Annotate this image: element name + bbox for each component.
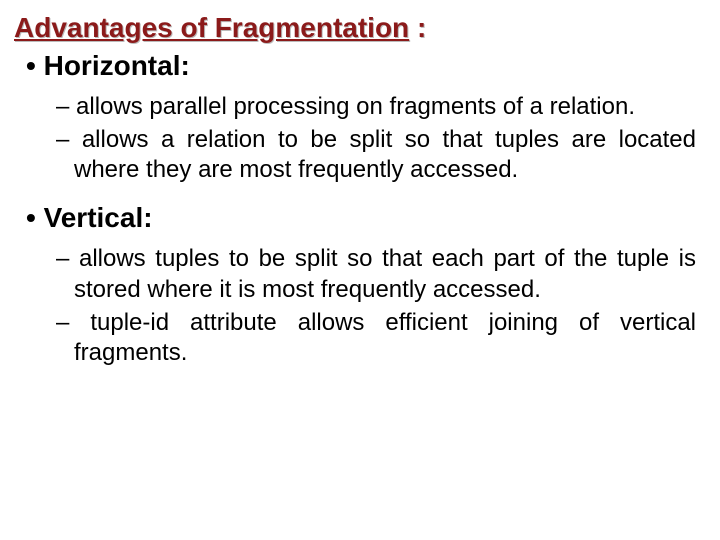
list-item-text: allows a relation to be split so that tu… [74, 126, 696, 184]
list-item: – allows tuples to be split so that each… [56, 244, 696, 305]
section-heading-text: Horizontal: [44, 50, 190, 81]
list-item-text: allows tuples to be split so that each p… [74, 245, 696, 303]
list-item: – allows parallel processing on fragment… [56, 92, 696, 123]
section-heading-horizontal: • Horizontal: [26, 50, 700, 82]
bullet-dot: • [26, 50, 36, 82]
slide-title: Advantages of Fragmentation [14, 12, 409, 43]
section-heading-vertical: • Vertical: [26, 202, 700, 234]
slide-title-line: Advantages of Fragmentation : [14, 12, 700, 44]
dash-icon: – [56, 93, 69, 120]
list-item-text: tuple-id attribute allows efficient join… [74, 309, 696, 367]
bullet-dot: • [26, 202, 36, 234]
sub-list-vertical: – allows tuples to be split so that each… [56, 244, 696, 369]
dash-icon: – [56, 309, 69, 336]
dash-icon: – [56, 245, 69, 272]
dash-icon: – [56, 126, 69, 153]
list-item: – allows a relation to be split so that … [56, 125, 696, 186]
slide-title-colon: : [409, 12, 426, 43]
list-item-text: allows parallel processing on fragments … [76, 93, 635, 120]
list-item: – tuple-id attribute allows efficient jo… [56, 308, 696, 369]
sub-list-horizontal: – allows parallel processing on fragment… [56, 92, 696, 186]
section-heading-text: Vertical: [44, 202, 153, 233]
